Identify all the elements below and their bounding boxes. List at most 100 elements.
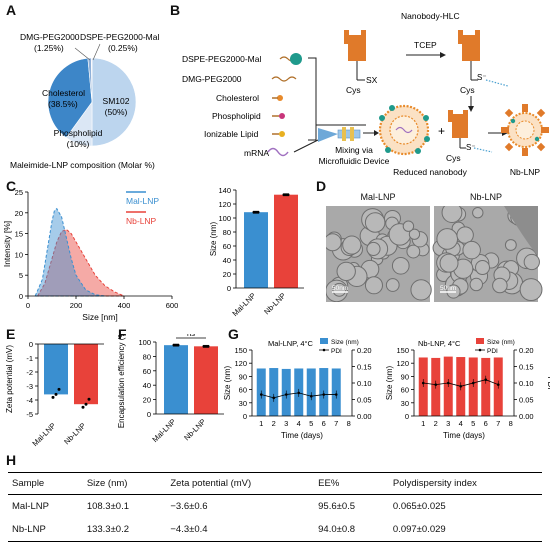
legend-label-nb: Nb-LNP: [126, 216, 157, 226]
tem-particle: [365, 277, 382, 294]
y-tick-label: 120: [396, 359, 409, 368]
tem-particle: [440, 254, 458, 272]
x-tick-label: 1: [421, 419, 425, 428]
y-tick-label: -2: [26, 368, 33, 377]
tem-particle: [411, 280, 431, 300]
th-zeta: Zeta potential (mV): [166, 473, 314, 495]
x-tick-label: 6: [322, 419, 326, 428]
cell: Mal-LNP: [8, 495, 83, 519]
tcep-label: TCEP: [414, 40, 437, 50]
x-tick-label: 7: [334, 419, 338, 428]
y-tick-label: 80: [223, 228, 231, 237]
legend-phospho: Phospholipid: [212, 111, 261, 121]
tem-particle: [337, 262, 355, 280]
pie-pct-phospho: (10%): [67, 139, 90, 149]
pie-label-phospho: Phospholipid: [54, 128, 103, 138]
tem-particle: [476, 261, 490, 275]
panel-c-size-distribution: 0 200 400 600 0 5 10 15 20 25 Size [nm] Intensity […: [0, 184, 182, 322]
th-ee: EE%: [314, 473, 389, 495]
data-dot: [255, 211, 258, 214]
y-tick-label: 15: [15, 230, 23, 239]
pie-label-dspe: DSPE-PEG2000-Mal: [80, 32, 159, 42]
summary-table: Sample Size (nm) Zeta potential (mV) EE%…: [8, 472, 542, 542]
tem-particle: [392, 257, 409, 274]
y-tick-label: 0.00: [519, 412, 534, 421]
phospholipid-icon: [279, 113, 285, 119]
x-axis-title: Size [nm]: [82, 312, 117, 322]
x-tick-label: 5: [471, 419, 475, 428]
tem-particle: [520, 279, 542, 301]
cell: 95.6±0.5: [314, 495, 389, 519]
x-tick-label: 5: [309, 419, 313, 428]
legend-label-pdi: PDI: [487, 348, 498, 355]
legend-swatch-size: [320, 338, 328, 344]
panel-c-size-bars: Mal-LNP Nb-LNP020406080100120140Size (nm): [208, 184, 308, 324]
y-tick-label: 0: [29, 340, 33, 349]
sx-label: SX: [366, 75, 378, 85]
y-tick-label: 0.20: [357, 346, 372, 355]
x-tick-label: 1: [259, 419, 263, 428]
scale-bar-label: 50nm: [332, 285, 348, 292]
panel-label-d: D: [316, 178, 326, 194]
cell: Nb-LNP: [8, 518, 83, 542]
legend-list: DSPE-PEG2000-Mal DMG-PEG2000 Cholesterol…: [182, 54, 269, 158]
data-dot: [82, 406, 85, 409]
tem-particle: [403, 221, 413, 231]
y-axis-title: Intensity [%]: [2, 221, 12, 267]
panel-b-schematic: DSPE-PEG2000-Mal DMG-PEG2000 Cholesterol…: [168, 0, 550, 180]
cell: 133.3±0.2: [83, 518, 167, 542]
panel-f-ee-bars: Mal-LNP Nb-LNP020406080100Encapsulation e…: [112, 334, 224, 452]
mixing-text-2: Microfluidic Device: [319, 156, 390, 166]
cell: 0.097±0.029: [389, 518, 542, 542]
data-dot: [285, 193, 288, 196]
bar-mal-lnp: [244, 212, 268, 288]
microfluidic-device-icon: [318, 127, 360, 142]
tem-particle: [524, 254, 539, 269]
cell: 94.0±0.8: [314, 518, 389, 542]
tem-particle: [386, 279, 399, 292]
data-dot: [85, 403, 88, 406]
y-tick-label: 40: [143, 381, 151, 390]
x-category-label: Nb-LNP: [262, 291, 287, 316]
x-tick-label: 4: [459, 419, 463, 428]
y-tick-label: 20: [15, 209, 23, 218]
bar-nb-lnp: [74, 344, 98, 404]
size-bar: [481, 358, 490, 416]
y-tick-label: 140: [218, 186, 231, 195]
dmg-peg-icon: [272, 77, 296, 81]
tem-particle: [343, 236, 361, 254]
data-dot: [55, 393, 58, 396]
y-tick-label: 0.00: [357, 412, 372, 421]
y-tick-label: 10: [15, 250, 23, 259]
x-category-label: Nb-LNP: [62, 421, 87, 446]
pie-pct-dmg: (1.25%): [34, 43, 64, 53]
reduced-nanobody-label: Reduced nanobody: [393, 167, 467, 177]
tem-particle: [473, 208, 483, 218]
pie-label-sm102: SM102: [103, 96, 130, 106]
table-row: Nb-LNP 133.3±0.2 −4.3±0.4 94.0±0.8 0.097…: [8, 518, 542, 542]
s-minus-label-1: S⁻: [477, 73, 487, 82]
bar-nb-lnp: [274, 195, 298, 288]
legend-label-pdi: PDI: [331, 348, 342, 355]
x-tick-label: 3: [446, 419, 450, 428]
tem-particle: [470, 278, 482, 290]
y-tick-label: 0.05: [519, 396, 534, 405]
tem-particle: [457, 227, 473, 243]
x-tick-label: 2: [434, 419, 438, 428]
nb-lnp-label: Nb-LNP: [510, 167, 541, 177]
tem-particle: [437, 229, 458, 250]
panel-a-pie-chart: DMG-PEG2000 (1.25%) DSPE-PEG2000-Mal (0.…: [0, 16, 168, 176]
cell: −3.6±0.6: [166, 495, 314, 519]
table-header-row: Sample Size (nm) Zeta potential (mV) EE%…: [8, 473, 542, 495]
y-axis-title: Encapsulation efficiency (%): [117, 334, 126, 428]
chart-title: Nb-LNP, 4°C: [418, 339, 461, 348]
y-tick-label: 0.15: [357, 363, 372, 372]
legend-swatch-size: [476, 338, 484, 344]
bar-mal-lnp: [44, 344, 68, 394]
panel-e-zeta-bars: Mal-LNP Nb-LNP-5-4-3-2-10Zeta potential (…: [0, 334, 112, 452]
y-tick-label: -3: [26, 382, 33, 391]
y-axis-title: Size (nm): [385, 366, 394, 401]
cell: 108.3±0.1: [83, 495, 167, 519]
table-row: Mal-LNP 108.3±0.1 −3.6±0.6 95.6±0.5 0.06…: [8, 495, 542, 519]
y-tick-label: 0: [227, 284, 231, 293]
